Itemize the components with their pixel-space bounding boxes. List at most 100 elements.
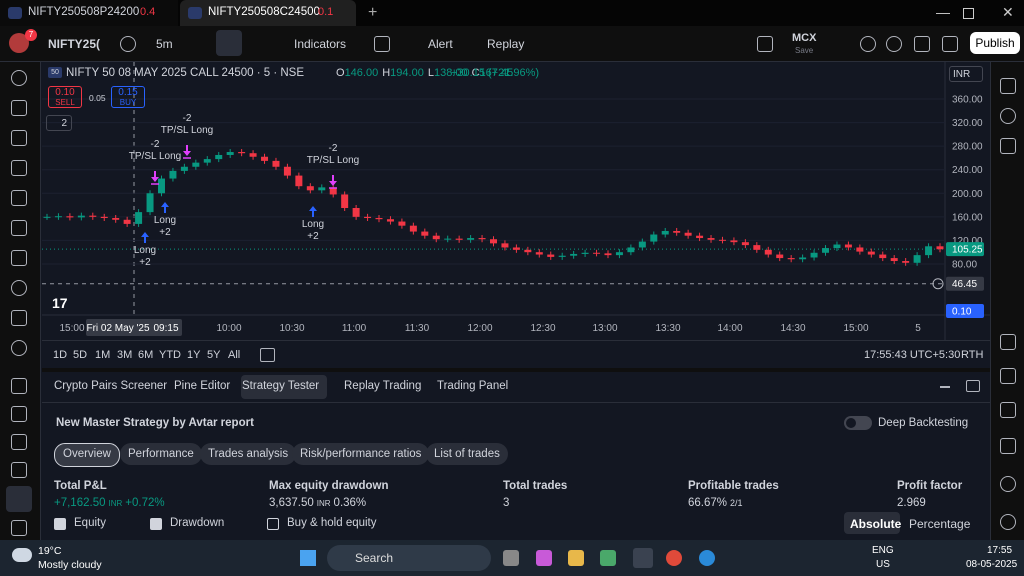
templates[interactable] <box>374 36 390 52</box>
compare[interactable] <box>120 36 136 52</box>
subtab[interactable]: Performance <box>120 443 202 465</box>
symbol[interactable]: NIFTY25( <box>48 37 101 51</box>
checkbox[interactable] <box>54 518 66 530</box>
mode[interactable]: Percentage <box>909 517 971 531</box>
tool[interactable] <box>11 310 27 326</box>
interval[interactable]: 5m <box>156 37 173 51</box>
tool[interactable] <box>11 100 27 116</box>
restore[interactable] <box>963 8 974 19</box>
fullscreen[interactable] <box>914 36 930 52</box>
subtab[interactable]: Risk/performance ratios <box>292 443 430 465</box>
notifications[interactable] <box>1000 476 1016 492</box>
app[interactable] <box>600 550 616 566</box>
panel-minimize[interactable] <box>940 386 950 388</box>
tab-active[interactable]: NIFTY250508C24500 0.1 <box>180 0 356 26</box>
search[interactable] <box>860 36 876 52</box>
alert[interactable]: Alert <box>428 37 453 51</box>
indicators[interactable]: Indicators <box>294 37 347 51</box>
snapshot[interactable] <box>942 36 958 52</box>
calendar[interactable] <box>1000 334 1016 350</box>
panel-tab[interactable]: Replay Trading <box>344 380 422 392</box>
search-box[interactable]: Search <box>327 545 491 571</box>
tool[interactable] <box>11 340 27 356</box>
tool[interactable] <box>11 160 27 176</box>
date-range-icon[interactable] <box>260 348 275 362</box>
tool[interactable] <box>11 280 27 296</box>
currency[interactable]: INR <box>949 66 983 82</box>
metric-label: Profit factor <box>897 480 963 492</box>
checkbox[interactable] <box>267 518 279 530</box>
panel-maximize[interactable] <box>966 380 980 392</box>
tool[interactable] <box>11 70 27 86</box>
session[interactable]: RTH <box>961 349 984 361</box>
tool[interactable] <box>11 250 27 266</box>
ohlc-value: 138.00 <box>433 67 468 79</box>
app[interactable] <box>503 550 519 566</box>
panel-tab[interactable]: Pine Editor <box>174 380 231 392</box>
sell-button[interactable]: 0.10 SELL <box>48 86 82 108</box>
ideas[interactable] <box>1000 368 1016 384</box>
panel-tab[interactable]: Trading Panel <box>437 380 509 392</box>
buy-button[interactable]: 0.15 BUY <box>111 86 145 108</box>
tool[interactable] <box>11 220 27 236</box>
subtab[interactable]: List of trades <box>426 443 508 465</box>
annotation-qty: -2 <box>183 113 192 124</box>
metric-extra: 2/1 <box>730 498 743 508</box>
close[interactable]: ✕ <box>1002 4 1014 20</box>
range-button[interactable]: 1D <box>53 349 68 361</box>
tool[interactable] <box>11 520 27 536</box>
range-button[interactable]: YTD <box>159 349 181 361</box>
ohlc: O146.00 H194.00 L138.00 C167.45 <box>336 67 517 79</box>
range-button[interactable]: All <box>228 349 241 361</box>
app[interactable] <box>666 550 682 566</box>
help[interactable] <box>1000 514 1016 530</box>
settings[interactable] <box>886 36 902 52</box>
tool[interactable] <box>11 406 27 422</box>
range-button[interactable]: 5Y <box>207 349 221 361</box>
layers[interactable] <box>1000 138 1016 154</box>
range-button[interactable]: 3M <box>117 349 133 361</box>
new-tab[interactable]: + <box>368 4 378 21</box>
start[interactable] <box>300 550 316 566</box>
layout[interactable] <box>757 36 773 52</box>
exchange[interactable]: MCX <box>792 32 817 44</box>
range-button[interactable]: 5D <box>73 349 88 361</box>
tool[interactable] <box>11 190 27 206</box>
tool[interactable] <box>11 434 27 450</box>
app[interactable] <box>699 550 715 566</box>
watchlist[interactable] <box>1000 78 1016 94</box>
app-active[interactable] <box>633 548 653 568</box>
range-button[interactable]: 1M <box>95 349 111 361</box>
tool[interactable] <box>11 462 27 478</box>
avatar[interactable] <box>9 33 29 53</box>
tool-active[interactable] <box>6 486 32 512</box>
range-button[interactable]: 1Y <box>187 349 201 361</box>
candle <box>558 255 566 257</box>
strategy-name[interactable]: New Master Strategy by Avtar report <box>56 417 254 429</box>
panel-tab[interactable]: Crypto Pairs Screener <box>54 380 168 392</box>
subtab[interactable]: Trades analysis <box>200 443 297 465</box>
candle-type[interactable] <box>216 30 242 56</box>
tool[interactable] <box>11 130 27 146</box>
panel-tab[interactable]: Strategy Tester <box>242 380 320 392</box>
publish[interactable]: Publish <box>970 32 1020 54</box>
subtab[interactable]: Overview <box>54 443 120 467</box>
app[interactable] <box>536 550 552 566</box>
divider <box>42 402 990 403</box>
candle <box>215 154 223 160</box>
app[interactable] <box>568 550 584 566</box>
tool[interactable] <box>11 378 27 394</box>
exit-arrow <box>329 175 337 186</box>
signals[interactable] <box>1000 438 1016 454</box>
minimize[interactable]: — <box>936 4 950 20</box>
streams[interactable] <box>1000 402 1016 418</box>
checkbox[interactable] <box>150 518 162 530</box>
save[interactable]: Save <box>795 46 814 55</box>
indicator-toggle[interactable]: 2 <box>46 115 72 131</box>
mode[interactable]: Absolute <box>850 517 902 531</box>
replay[interactable]: Replay <box>487 37 525 51</box>
deep-toggle[interactable] <box>844 416 872 430</box>
range-button[interactable]: 6M <box>138 349 154 361</box>
tab[interactable]: NIFTY250508P24200 0.4 <box>0 0 178 26</box>
alerts[interactable] <box>1000 108 1016 124</box>
